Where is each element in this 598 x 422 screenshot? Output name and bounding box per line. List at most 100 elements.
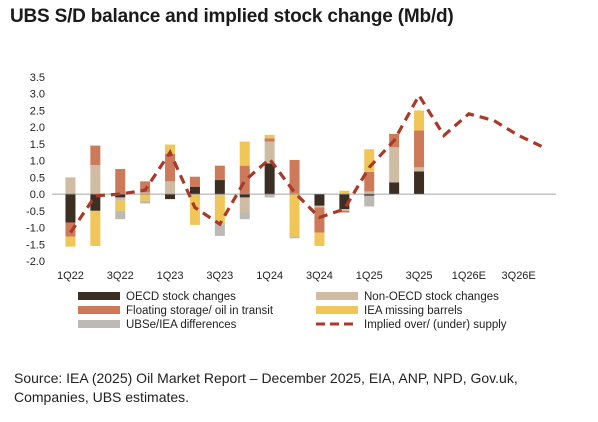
y-tick-label: 3.5 xyxy=(30,72,45,84)
legend-label: Implied over/ (under) supply xyxy=(364,319,507,331)
bar-segment xyxy=(140,194,151,201)
bar-segment xyxy=(414,167,425,172)
legend-label: Non-OECD stock changes xyxy=(364,291,499,303)
y-tick-label: -2.0 xyxy=(26,256,45,268)
legend-label: IEA missing barrels xyxy=(364,305,463,317)
bar-segment xyxy=(314,207,325,233)
bar-segment xyxy=(65,177,76,195)
bar-segment xyxy=(115,197,126,201)
y-tick-label: 1.0 xyxy=(30,156,45,168)
bar-segment xyxy=(115,169,126,195)
bar-segment xyxy=(239,165,250,195)
bar-segment xyxy=(214,194,225,196)
y-tick-label: 3.0 xyxy=(30,89,45,101)
bar-segment xyxy=(264,134,275,139)
implied-supply-line xyxy=(69,92,545,234)
bar-segment xyxy=(289,236,300,239)
y-tick-label: 0.0 xyxy=(30,189,45,201)
chart-title: UBS S/D balance and implied stock change… xyxy=(10,6,454,27)
bar-segment xyxy=(389,147,400,183)
x-tick-label: 3Q23 xyxy=(206,270,233,282)
legend-label: Floating storage/ oil in transit xyxy=(126,305,274,317)
bars xyxy=(65,110,425,247)
bar-segment xyxy=(189,186,200,195)
x-tick-label: 1Q24 xyxy=(256,270,283,282)
bar-segment xyxy=(140,181,151,193)
bar-segment xyxy=(90,210,101,246)
bar-segment xyxy=(165,194,176,200)
y-tick-label: 0.5 xyxy=(30,172,45,184)
bar-segment xyxy=(414,171,425,195)
y-tick-label: -1.5 xyxy=(26,239,45,251)
bar-segment xyxy=(65,222,76,237)
legend-swatch xyxy=(316,292,358,300)
bar-segment xyxy=(264,141,275,164)
y-tick-label: -0.5 xyxy=(26,206,45,218)
bar-segment xyxy=(339,190,350,195)
legend: OECD stock changes Non-OECD stock changes… xyxy=(78,291,507,331)
y-tick-label: 2.5 xyxy=(30,105,45,117)
legend-swatch xyxy=(78,306,120,314)
x-tick-label: 3Q24 xyxy=(306,270,333,282)
bar-segment xyxy=(115,194,126,198)
bar-segment xyxy=(289,194,300,237)
bar-segment xyxy=(339,209,350,211)
x-tick-label: 1Q23 xyxy=(157,270,184,282)
bar-segment xyxy=(65,194,76,223)
bar-segment xyxy=(389,182,400,195)
bar-segment xyxy=(239,212,250,220)
y-tick-label: 2.0 xyxy=(30,122,45,134)
x-tick-label: 1Q22 xyxy=(57,270,84,282)
y-tick-label: 1.5 xyxy=(30,139,45,151)
bar-segment xyxy=(239,194,250,198)
bar-segment xyxy=(414,130,425,168)
bar-segment xyxy=(165,144,176,154)
bar-segment xyxy=(264,163,275,195)
bar-segment xyxy=(314,194,325,206)
y-axis: 3.5 3.0 2.5 2.0 1.5 1.0 0.5 0.0 -0.5 -1.0 -1.5 -2.0 xyxy=(26,72,45,268)
legend-label: UBSe/IEA differences xyxy=(126,319,237,331)
bar-segment xyxy=(214,195,225,225)
bar-segment xyxy=(264,138,275,142)
bar-segment xyxy=(165,181,176,195)
bar-segment xyxy=(90,145,101,165)
bar-segment xyxy=(314,232,325,246)
source-note: Source: IEA (2025) Oil Market Report – D… xyxy=(14,370,518,405)
bar-segment xyxy=(289,159,300,194)
x-tick-label: 3Q26E xyxy=(502,270,536,282)
bar-segment xyxy=(189,194,200,225)
bar-segment xyxy=(165,153,176,182)
bar-segment xyxy=(364,172,375,192)
legend-swatch xyxy=(78,320,120,328)
bar-segment xyxy=(264,194,275,198)
bar-segment xyxy=(364,191,375,195)
legend-swatch xyxy=(316,306,358,314)
bar-segment xyxy=(189,176,200,187)
bar-segment xyxy=(364,195,375,207)
x-tick-label: 3Q22 xyxy=(107,270,134,282)
bar-segment xyxy=(239,197,250,213)
bar-segment xyxy=(214,165,225,181)
bar-segment xyxy=(115,210,126,220)
bar-segment xyxy=(339,194,350,210)
x-axis: 1Q22 3Q22 1Q23 3Q23 1Q24 3Q24 1Q25 3Q25 1Q26E 3Q2… xyxy=(57,270,536,282)
bar-segment xyxy=(90,194,101,211)
bar-segment xyxy=(65,236,76,247)
bar-segment xyxy=(364,149,375,173)
legend-swatch xyxy=(78,292,120,300)
bar-segment xyxy=(90,164,101,195)
bar-segment xyxy=(115,200,126,211)
bar-segment xyxy=(339,210,350,213)
bar-segment xyxy=(364,194,375,196)
bar-segment xyxy=(140,200,151,204)
bar-segment xyxy=(214,224,225,236)
implied-supply-path xyxy=(69,92,545,234)
bar-segment xyxy=(239,141,250,166)
bar-segment xyxy=(314,205,325,208)
bar-segment xyxy=(140,192,151,195)
bar-segment xyxy=(414,110,425,131)
y-tick-label: -1.0 xyxy=(26,223,45,235)
x-tick-label: 1Q26E xyxy=(452,270,486,282)
x-tick-label: 1Q25 xyxy=(356,270,383,282)
